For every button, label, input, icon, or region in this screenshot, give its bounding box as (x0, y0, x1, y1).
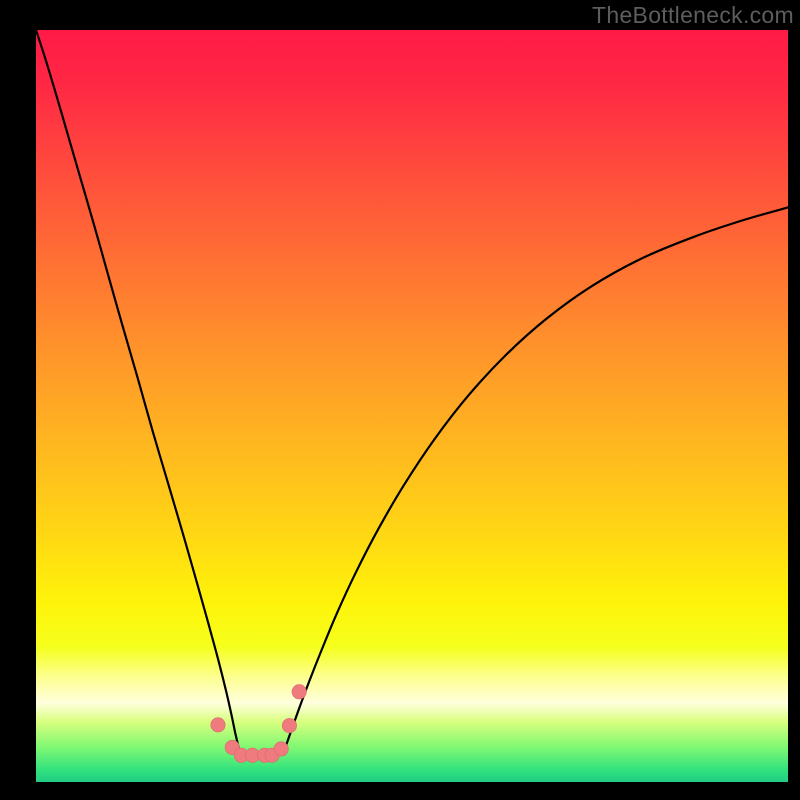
marker-dot (274, 742, 288, 756)
bottleneck-curve (36, 30, 788, 755)
watermark-text: TheBottleneck.com (592, 2, 794, 29)
marker-group (211, 685, 307, 763)
curve-layer (36, 30, 788, 782)
plot-area (36, 30, 788, 782)
chart-frame: TheBottleneck.com (0, 0, 800, 800)
marker-dot (282, 718, 296, 732)
marker-dot (292, 685, 306, 699)
marker-dot (211, 718, 225, 732)
